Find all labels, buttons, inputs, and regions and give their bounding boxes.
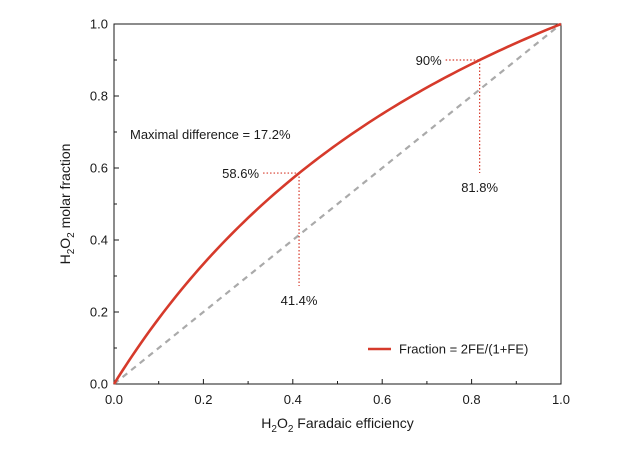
- fraction-curve-line: [112, 22, 562, 385]
- annotation-81-8: 81.8%: [461, 180, 498, 195]
- y-tick-label: 0.4: [90, 233, 108, 248]
- x-axis-ticks: 0.0 0.2 0.4 0.6 0.8 1.0: [105, 379, 570, 407]
- annotation-90: 90%: [416, 53, 442, 68]
- y-tick-label: 1.0: [90, 17, 108, 32]
- y-tick-label: 0.2: [90, 305, 108, 320]
- y-tick-label: 0.6: [90, 161, 108, 176]
- x-axis-title: H2O2 Faradaic efficiency: [261, 415, 414, 435]
- annotation-maximal-difference: Maximal difference = 17.2%: [130, 127, 291, 142]
- annotation-41-4: 41.4%: [281, 293, 318, 308]
- legend-label: Fraction = 2FE/(1+FE): [399, 342, 528, 357]
- x-tick-label: 0.8: [463, 392, 481, 407]
- y-tick-label: 0.0: [90, 377, 108, 392]
- y-axis-title: H2O2 molar fraction: [57, 144, 77, 265]
- x-tick-label: 0.0: [105, 392, 123, 407]
- y-axis-ticks: 0.0 0.2 0.4 0.6 0.8 1.0: [90, 17, 119, 392]
- y-tick-label: 0.8: [90, 89, 108, 104]
- x-tick-label: 0.2: [194, 392, 212, 407]
- x-tick-label: 1.0: [552, 392, 570, 407]
- legend: Fraction = 2FE/(1+FE): [368, 342, 528, 357]
- annotation-58-6: 58.6%: [222, 166, 259, 181]
- diagonal-reference-line: [113, 23, 562, 385]
- x-tick-label: 0.4: [284, 392, 302, 407]
- x-tick-label: 0.6: [373, 392, 391, 407]
